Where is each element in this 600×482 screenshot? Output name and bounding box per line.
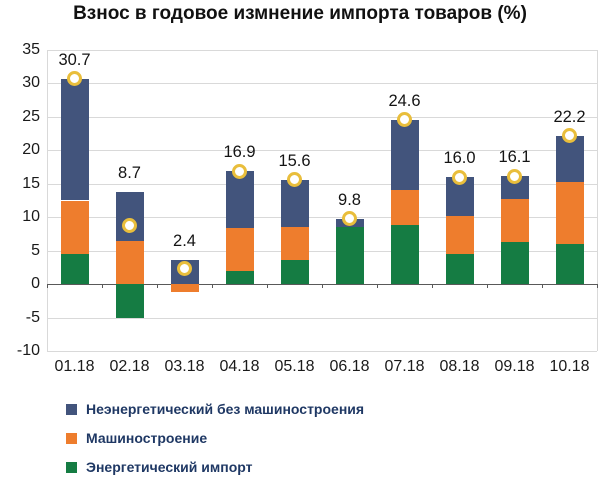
x-axis-tick xyxy=(487,284,488,288)
gridline-y--10 xyxy=(47,351,597,352)
y-axis-tick-label: 35 xyxy=(0,41,40,59)
bar-segment-orange-08.18[interactable] xyxy=(446,216,474,254)
legend-label: Энергетический импорт xyxy=(86,460,252,475)
bar-segment-orange-03.18[interactable] xyxy=(171,284,199,292)
total-marker-09.18 xyxy=(507,169,522,184)
x-axis-tick xyxy=(432,284,433,288)
chart-title: Взнос в годовое измнение импорта товаров… xyxy=(0,3,600,25)
x-axis-category-label: 10.18 xyxy=(542,358,598,376)
bar-segment-orange-10.18[interactable] xyxy=(556,182,584,244)
x-axis-category-label: 09.18 xyxy=(487,358,543,376)
legend-swatch-orange xyxy=(66,433,77,444)
total-value-label: 16.1 xyxy=(483,149,547,166)
x-axis-tick xyxy=(157,284,158,288)
bar-segment-blue-04.18[interactable] xyxy=(226,171,254,228)
x-axis-category-label: 06.18 xyxy=(322,358,378,376)
x-axis-tick xyxy=(377,284,378,288)
x-axis-tick xyxy=(47,284,48,288)
y-axis-tick-label: 15 xyxy=(0,175,40,193)
legend-label: Машиностроение xyxy=(86,431,207,446)
x-axis-tick xyxy=(212,284,213,288)
x-axis-category-label: 01.18 xyxy=(47,358,103,376)
bar-segment-green-10.18[interactable] xyxy=(556,244,584,284)
total-value-label: 24.6 xyxy=(373,93,437,110)
total-value-label: 9.8 xyxy=(318,192,382,209)
total-marker-07.18 xyxy=(397,112,412,127)
bar-segment-green-07.18[interactable] xyxy=(391,225,419,285)
legend-swatch-green xyxy=(66,462,77,473)
bar-segment-green-04.18[interactable] xyxy=(226,271,254,284)
bar-segment-orange-09.18[interactable] xyxy=(501,199,529,242)
total-marker-04.18 xyxy=(232,164,247,179)
x-axis-tick xyxy=(597,284,598,288)
x-axis-category-label: 02.18 xyxy=(102,358,158,376)
bar-segment-orange-04.18[interactable] xyxy=(226,228,254,271)
bar-segment-blue-07.18[interactable] xyxy=(391,120,419,190)
bar-segment-orange-01.18[interactable] xyxy=(61,201,89,255)
bar-segment-green-01.18[interactable] xyxy=(61,254,89,284)
bar-segment-orange-07.18[interactable] xyxy=(391,190,419,225)
bar-segment-green-05.18[interactable] xyxy=(281,260,309,284)
x-axis-category-label: 03.18 xyxy=(157,358,213,376)
bar-segment-blue-02.18[interactable] xyxy=(116,192,144,240)
y-axis-tick-label: 30 xyxy=(0,74,40,92)
y-axis-tick-label: 10 xyxy=(0,208,40,226)
legend-item-orange: Машиностроение xyxy=(66,424,364,453)
x-axis-category-label: 05.18 xyxy=(267,358,323,376)
bar-segment-orange-05.18[interactable] xyxy=(281,227,309,260)
bar-segment-blue-01.18[interactable] xyxy=(61,79,89,201)
plot-left-edge xyxy=(47,50,48,351)
legend-item-green: Энергетический импорт xyxy=(66,453,364,482)
total-marker-03.18 xyxy=(177,261,192,276)
y-axis-tick-label: -10 xyxy=(0,342,40,360)
x-axis-tick xyxy=(102,284,103,288)
bar-segment-orange-02.18[interactable] xyxy=(116,241,144,284)
bar-segment-green-06.18[interactable] xyxy=(336,227,364,285)
x-axis-tick xyxy=(542,284,543,288)
gridline-y--5 xyxy=(47,318,597,319)
y-axis-tick-label: 25 xyxy=(0,108,40,126)
gridline-y-25 xyxy=(47,117,597,118)
x-axis-tick xyxy=(267,284,268,288)
plot-right-edge xyxy=(597,50,598,351)
x-axis-category-label: 07.18 xyxy=(377,358,433,376)
bar-segment-green-02.18[interactable] xyxy=(116,284,144,317)
total-value-label: 22.2 xyxy=(538,109,600,126)
legend-swatch-blue xyxy=(66,404,77,415)
bar-segment-green-09.18[interactable] xyxy=(501,242,529,284)
y-axis-tick-label: 5 xyxy=(0,242,40,260)
x-axis-category-label: 04.18 xyxy=(212,358,268,376)
total-marker-06.18 xyxy=(342,211,357,226)
legend-label: Неэнергетический без машиностроения xyxy=(86,402,364,417)
x-axis-category-label: 08.18 xyxy=(432,358,488,376)
total-value-label: 2.4 xyxy=(153,233,217,250)
total-value-label: 15.6 xyxy=(263,153,327,170)
total-value-label: 30.7 xyxy=(43,52,107,69)
y-axis-tick-label: 20 xyxy=(0,141,40,159)
gridline-y-30 xyxy=(47,83,597,84)
legend-item-blue: Неэнергетический без машиностроения xyxy=(66,395,364,424)
gridline-y-35 xyxy=(47,50,597,51)
y-axis-tick-label: 0 xyxy=(0,275,40,293)
x-axis-tick xyxy=(322,284,323,288)
total-value-label: 8.7 xyxy=(98,165,162,182)
chart-legend: Неэнергетический без машиностроения Машин… xyxy=(66,395,364,482)
y-axis-tick-label: -5 xyxy=(0,309,40,327)
bar-segment-green-08.18[interactable] xyxy=(446,254,474,284)
total-marker-08.18 xyxy=(452,170,467,185)
